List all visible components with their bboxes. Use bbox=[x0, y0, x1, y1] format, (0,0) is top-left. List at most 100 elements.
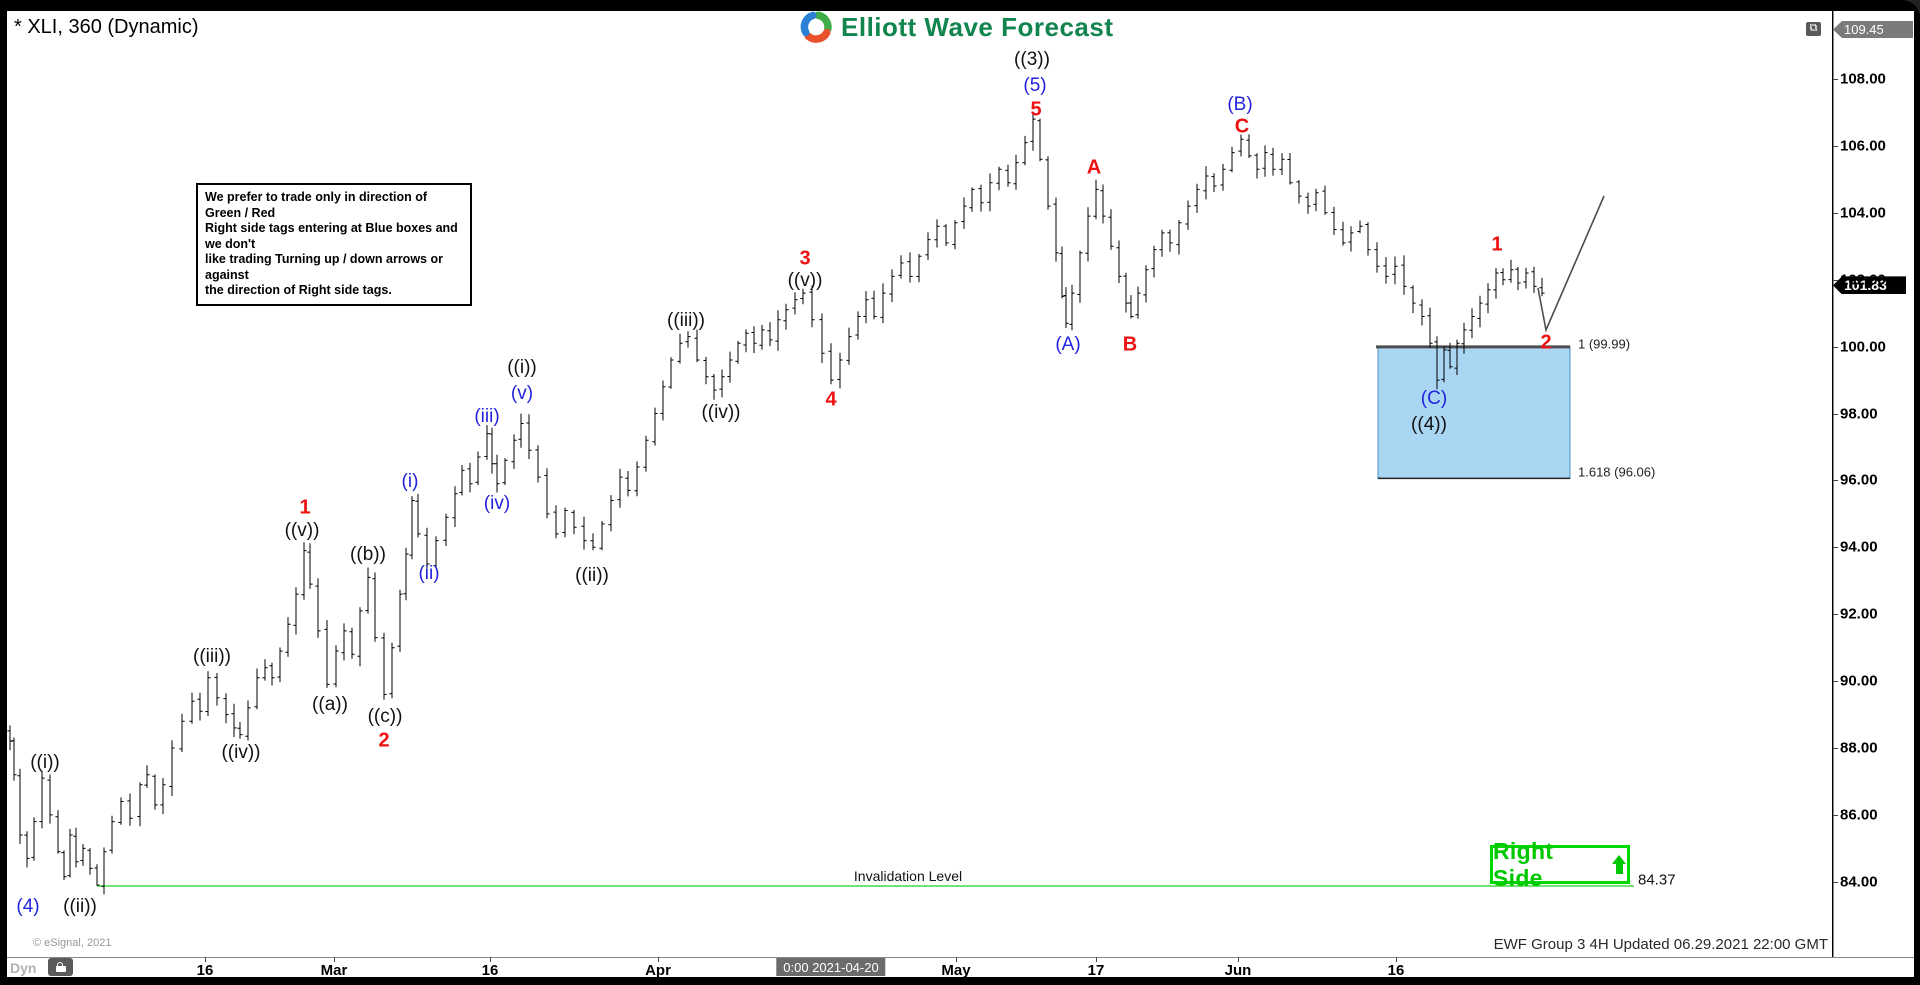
brand-logo: Elliott Wave Forecast bbox=[798, 9, 1114, 45]
lock-button[interactable] bbox=[48, 958, 73, 976]
wave-label: 5 bbox=[1030, 98, 1042, 121]
time-cursor-badge: 0:00 2021-04-20 bbox=[776, 958, 886, 976]
invalidation-level-value: 84.37 bbox=[1638, 871, 1676, 889]
fib-label-bottom: 1.618 (96.06) bbox=[1578, 464, 1656, 480]
price-tick-label: 96.00 bbox=[1840, 471, 1878, 489]
copyright-text: © eSignal, 2021 bbox=[33, 937, 112, 949]
price-tick-mark bbox=[1833, 413, 1838, 415]
wave-label: (ii) bbox=[418, 563, 440, 584]
right-side-tag: Right Side bbox=[1490, 838, 1630, 891]
fib-label-top: 1 (99.99) bbox=[1578, 336, 1631, 352]
chart-title: * XLI, 360 (Dynamic) bbox=[14, 16, 199, 38]
note-line: like trading Turning up / down arrows or… bbox=[205, 252, 443, 282]
wave-label: A bbox=[1086, 156, 1102, 179]
price-tick-label: 94.00 bbox=[1840, 538, 1878, 556]
wave-label: C bbox=[1234, 115, 1250, 138]
wave-label: ((3)) bbox=[1014, 49, 1050, 70]
wave-label: 2 bbox=[1540, 331, 1552, 354]
wave-label: (iv) bbox=[483, 493, 511, 514]
price-tick-label: 104.00 bbox=[1840, 204, 1886, 222]
price-tick-label: 84.00 bbox=[1840, 873, 1878, 891]
time-tick-mark bbox=[1096, 957, 1097, 962]
price-axis[interactable] bbox=[1833, 11, 1914, 957]
wave-label: ((i)) bbox=[507, 357, 537, 378]
wave-label: (A) bbox=[1055, 334, 1081, 355]
time-tick-mark bbox=[490, 957, 491, 962]
wave-label: ((ii)) bbox=[63, 896, 97, 917]
padlock-icon bbox=[55, 962, 66, 972]
time-tick-mark bbox=[658, 957, 659, 962]
price-tick-label: 86.00 bbox=[1840, 806, 1878, 824]
time-tick-label: Jun bbox=[1224, 962, 1252, 979]
price-tick-mark bbox=[1833, 145, 1838, 147]
price-tick-label: 92.00 bbox=[1840, 605, 1878, 623]
restore-window-button[interactable]: ⧉ bbox=[1806, 22, 1821, 36]
wave-label: (B) bbox=[1227, 94, 1253, 115]
right-side-text: Right Side bbox=[1493, 837, 1554, 891]
wave-label: (v) bbox=[510, 383, 534, 404]
time-tick-label: 16 bbox=[196, 962, 214, 979]
session-high-badge: 109.45 bbox=[1833, 21, 1913, 38]
time-tick-label: Mar bbox=[320, 962, 348, 979]
wave-label: 4 bbox=[825, 388, 837, 411]
chart-canvas[interactable] bbox=[7, 11, 1832, 957]
wave-label: ((iii)) bbox=[193, 646, 231, 667]
price-tick-mark bbox=[1833, 212, 1838, 214]
wave-label: ((a)) bbox=[312, 694, 348, 715]
price-tick-label: 108.00 bbox=[1840, 70, 1886, 88]
update-note: EWF Group 3 4H Updated 06.29.2021 22:00 … bbox=[1493, 936, 1828, 953]
price-tick-label: 100.00 bbox=[1840, 338, 1886, 356]
wave-label: (iii) bbox=[474, 406, 500, 427]
wave-label: ((ii)) bbox=[575, 565, 609, 586]
wave-label: ((b)) bbox=[350, 544, 386, 565]
wave-label: 3 bbox=[799, 247, 811, 270]
wave-label: ((iv)) bbox=[701, 402, 741, 423]
price-tick-label: 106.00 bbox=[1840, 137, 1886, 155]
time-tick-mark bbox=[334, 957, 335, 962]
time-tick-label: 17 bbox=[1087, 962, 1105, 979]
time-tick-mark bbox=[205, 957, 206, 962]
swirl-logo-icon bbox=[800, 11, 832, 43]
wave-label: ((c)) bbox=[367, 706, 403, 727]
price-tick-label: 98.00 bbox=[1840, 405, 1878, 422]
note-line: We prefer to trade only in direction of … bbox=[205, 190, 428, 220]
wave-label: (5) bbox=[1023, 75, 1047, 96]
price-tick-label: 88.00 bbox=[1840, 739, 1878, 757]
price-tick-mark bbox=[1833, 814, 1838, 816]
price-tick-mark bbox=[1833, 79, 1838, 80]
restore-window-icon: ⧉ bbox=[1809, 22, 1818, 34]
price-tick-mark bbox=[1833, 748, 1838, 749]
up-arrow-icon bbox=[1612, 854, 1627, 875]
wave-label: 1 bbox=[299, 496, 311, 519]
wave-label: 2 bbox=[378, 729, 390, 752]
wave-label: ((iii)) bbox=[667, 310, 705, 331]
wave-label: (C) bbox=[1420, 388, 1448, 409]
price-tick-mark bbox=[1833, 279, 1838, 281]
wave-label: B bbox=[1122, 333, 1138, 356]
wave-label: (4) bbox=[16, 896, 40, 917]
wave-label: ((4)) bbox=[1411, 414, 1447, 435]
price-tick-mark bbox=[1833, 480, 1838, 482]
price-tick-mark bbox=[1833, 346, 1838, 348]
price-tick-label: 102.00 bbox=[1840, 271, 1886, 289]
price-tick-mark bbox=[1833, 881, 1838, 883]
time-axis[interactable] bbox=[7, 957, 1914, 977]
price-tick-mark bbox=[1833, 614, 1838, 616]
wave-label: ((v)) bbox=[284, 520, 320, 541]
price-tick-label: 90.00 bbox=[1840, 672, 1878, 690]
tab-dyn[interactable]: Dyn bbox=[10, 960, 37, 976]
wave-label: ((iv)) bbox=[221, 742, 261, 763]
wave-label: ((i)) bbox=[30, 752, 60, 773]
price-tick-mark bbox=[1833, 681, 1838, 683]
time-tick-label: 16 bbox=[1387, 962, 1405, 979]
time-tick-mark bbox=[1396, 957, 1397, 962]
invalidation-level-label: Invalidation Level bbox=[853, 868, 963, 884]
wave-label: ((v)) bbox=[787, 270, 823, 291]
time-tick-label: May bbox=[941, 962, 971, 979]
price-tick-mark bbox=[1833, 547, 1838, 549]
wave-label: 1 bbox=[1491, 233, 1503, 256]
time-tick-mark bbox=[956, 957, 957, 962]
wave-label: (i) bbox=[401, 471, 419, 492]
